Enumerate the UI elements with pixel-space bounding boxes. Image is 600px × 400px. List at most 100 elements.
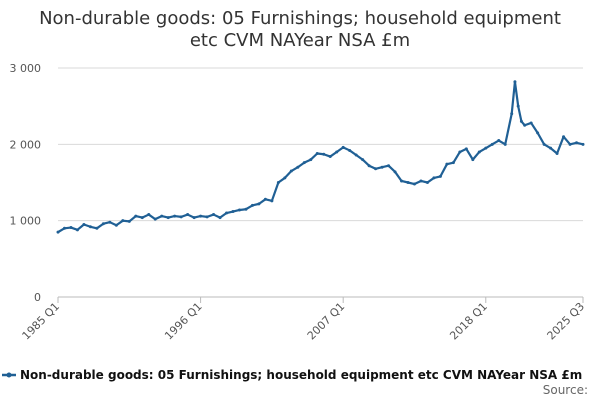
data-point xyxy=(263,197,267,201)
data-point xyxy=(335,150,339,154)
x-tick-label: 1996 Q1 xyxy=(162,300,205,343)
data-point xyxy=(56,230,60,234)
data-point xyxy=(212,213,216,217)
data-point xyxy=(134,214,138,218)
y-tick-label: 3 000 xyxy=(10,62,42,75)
data-point xyxy=(153,217,157,221)
data-point xyxy=(270,199,274,203)
data-point xyxy=(199,214,203,218)
data-point xyxy=(328,155,332,159)
source-label: Source: xyxy=(543,383,588,397)
data-point xyxy=(166,216,170,220)
data-point xyxy=(438,174,442,178)
data-point xyxy=(147,213,151,217)
data-point xyxy=(542,142,546,146)
data-point xyxy=(510,112,514,116)
y-tick-label: 1 000 xyxy=(10,215,42,228)
series-line xyxy=(56,80,585,234)
data-point xyxy=(75,228,79,232)
data-point xyxy=(419,179,423,183)
data-point xyxy=(536,131,540,135)
data-point xyxy=(160,214,164,218)
data-point xyxy=(309,158,313,162)
data-point xyxy=(276,181,280,184)
y-tick-label: 2 000 xyxy=(10,138,42,151)
gridlines xyxy=(58,67,583,222)
data-point xyxy=(302,161,306,165)
data-point xyxy=(519,119,523,123)
data-point xyxy=(225,211,229,215)
data-point xyxy=(529,121,533,125)
data-point xyxy=(205,215,209,219)
data-point xyxy=(477,150,481,154)
data-point xyxy=(140,216,144,220)
data-point xyxy=(315,151,319,155)
data-point xyxy=(283,176,287,180)
axes: 0 1 000 2 000 3 000 1985 Q1 1996 Q1 2007 Q1 201… xyxy=(10,62,588,342)
data-point xyxy=(555,151,559,155)
x-tick-label: 1985 Q1 xyxy=(20,300,63,343)
data-point xyxy=(361,158,365,162)
data-point xyxy=(516,104,520,108)
data-point xyxy=(127,219,131,223)
x-tick-label: 2025 Q3 xyxy=(545,300,588,343)
data-point xyxy=(471,158,475,162)
data-point xyxy=(244,207,248,211)
chart-title-line-1: Non-durable goods: 05 Furnishings; house… xyxy=(39,8,561,29)
data-point xyxy=(458,150,462,154)
data-point xyxy=(173,214,177,218)
data-point xyxy=(432,176,436,180)
data-point xyxy=(549,146,553,150)
data-point xyxy=(400,179,404,183)
data-point xyxy=(289,169,293,173)
series-layer xyxy=(56,80,585,234)
data-point xyxy=(484,146,488,150)
data-point xyxy=(108,220,112,224)
legend-label: Non-durable goods: 05 Furnishings; house… xyxy=(20,368,582,382)
data-point xyxy=(562,135,566,139)
data-point xyxy=(322,152,326,156)
data-point xyxy=(348,148,352,152)
data-point xyxy=(367,164,371,168)
data-point xyxy=(445,162,449,166)
data-point xyxy=(82,222,86,226)
data-point xyxy=(121,219,125,223)
chart-title-line-2: etc CVM NAYear NSA £m xyxy=(190,30,410,51)
data-point xyxy=(523,123,527,127)
x-tick-label: 2018 Q1 xyxy=(447,300,490,343)
data-point xyxy=(341,145,345,149)
data-point xyxy=(412,182,416,186)
data-point xyxy=(69,226,73,230)
data-point xyxy=(257,202,261,206)
data-point xyxy=(88,225,92,229)
data-point xyxy=(237,208,241,212)
data-point xyxy=(451,161,455,165)
data-point xyxy=(575,141,579,145)
data-point xyxy=(568,142,572,146)
data-point xyxy=(380,165,384,169)
data-point xyxy=(250,203,254,207)
data-point xyxy=(581,142,585,146)
data-point xyxy=(62,226,66,230)
data-point xyxy=(387,164,391,168)
legend: Non-durable goods: 05 Furnishings; house… xyxy=(2,368,582,382)
data-point xyxy=(513,80,517,84)
data-point xyxy=(95,226,99,230)
data-point xyxy=(503,142,507,146)
data-point xyxy=(497,139,501,143)
data-point xyxy=(179,215,183,219)
data-point xyxy=(231,210,235,214)
data-point xyxy=(186,213,190,217)
data-point xyxy=(374,167,378,171)
data-point xyxy=(406,181,410,184)
data-point xyxy=(218,216,222,220)
legend-swatch-marker xyxy=(6,372,12,378)
data-point xyxy=(101,222,105,226)
data-point xyxy=(464,147,468,151)
x-tick-label: 2007 Q1 xyxy=(305,300,348,343)
data-point xyxy=(296,165,300,169)
data-point xyxy=(114,223,118,227)
data-point xyxy=(354,153,358,157)
data-point xyxy=(192,216,196,220)
